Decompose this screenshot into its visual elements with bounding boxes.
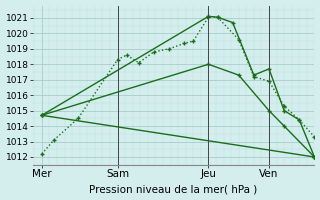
X-axis label: Pression niveau de la mer( hPa ): Pression niveau de la mer( hPa ) [90,184,258,194]
